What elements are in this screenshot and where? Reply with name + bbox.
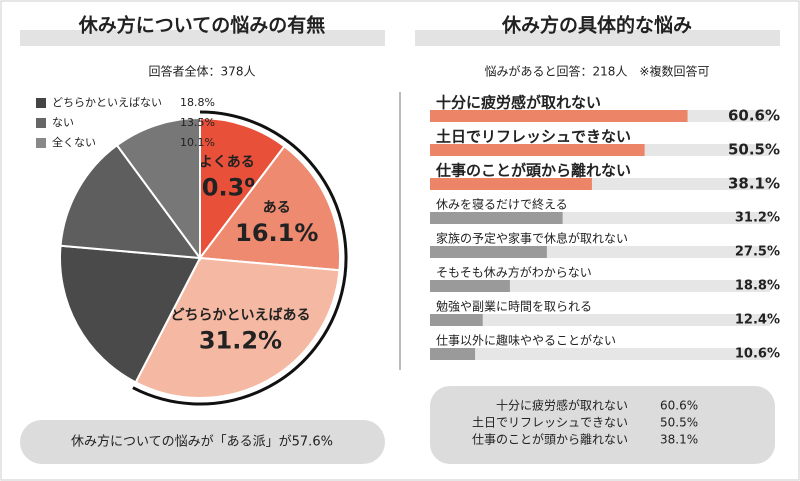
pie-slice xyxy=(59,143,203,260)
bar-track xyxy=(430,348,770,360)
bar-label: 勉強や副業に時間を取られる xyxy=(436,300,592,314)
slice-value: 16.1% xyxy=(235,219,318,247)
legend-label: 全くない xyxy=(52,135,96,149)
subtitle: 回答者全体：378人 xyxy=(149,64,256,79)
note-pill xyxy=(20,420,385,464)
pie-slice xyxy=(199,116,286,261)
bar-label: 土日でリフレッシュできない xyxy=(436,128,631,146)
bar-value: 31.2% xyxy=(735,211,780,226)
highlight-arc xyxy=(132,110,348,406)
bar-value: 27.5% xyxy=(735,245,780,260)
bar xyxy=(430,314,483,326)
bar-value: 12.4% xyxy=(735,313,780,328)
pie-slice xyxy=(134,256,341,399)
chart-title: 休み方についての悩みの有無 xyxy=(78,14,325,37)
legend-label: ない xyxy=(52,116,74,129)
slice-label: どちらかといえばある xyxy=(170,308,310,324)
bar-value: 60.6% xyxy=(728,107,780,125)
bar xyxy=(430,144,645,156)
bar-label: 休みを寝るだけで終える xyxy=(436,197,568,212)
bar-value: 38.1% xyxy=(728,175,780,193)
bar xyxy=(430,280,510,292)
slice-value: 31.2% xyxy=(199,327,282,355)
bar xyxy=(430,110,688,122)
title-band xyxy=(415,30,780,46)
legend-label: どちらかといえばない xyxy=(52,96,162,109)
bar-label: そもそも休み方がわからない xyxy=(436,265,592,280)
legend-value: 13.5% xyxy=(180,116,215,129)
subtitle: 悩みがあると回答：218人 ※複数回答可 xyxy=(485,64,710,79)
legend-swatch xyxy=(36,138,46,148)
summary-value: 50.5% xyxy=(660,416,698,430)
bar-track xyxy=(430,280,770,292)
legend-value: 10.1% xyxy=(180,136,215,149)
bar xyxy=(430,348,476,360)
bar-value: 18.8% xyxy=(735,279,780,294)
summary-label: 十分に疲労感が取れない xyxy=(496,398,628,413)
summary-label: 仕事のことが頭から離れない xyxy=(472,432,628,447)
bar xyxy=(430,246,547,258)
title-band xyxy=(20,30,385,46)
bar-value: 50.5% xyxy=(728,141,780,159)
bar-label: 仕事のことが頭から離れない xyxy=(435,162,631,180)
slice-label: ある xyxy=(263,200,291,216)
note: 休み方についての悩みが「ある派」が57.6% xyxy=(71,434,333,450)
legend-swatch xyxy=(36,98,46,108)
bar-value: 10.6% xyxy=(735,347,780,362)
bar-label: 十分に疲労感が取れない xyxy=(436,94,601,112)
legend-value: 18.8% xyxy=(180,96,215,109)
pie-slice xyxy=(198,144,341,272)
bar xyxy=(430,212,563,224)
bar-label: 家族の予定や家事で休息が取れない xyxy=(436,231,628,246)
summary-box xyxy=(430,386,775,464)
bar xyxy=(430,178,592,190)
summary-value: 60.6% xyxy=(660,399,698,413)
slice-label: よくある xyxy=(199,154,255,170)
summary-value: 38.1% xyxy=(660,433,698,447)
bar-track xyxy=(430,314,770,326)
chart-title: 休み方の具体的な悩み xyxy=(501,14,692,37)
pie-slice xyxy=(59,244,202,384)
pie-slice xyxy=(115,116,201,262)
summary-label: 土日でリフレッシュできない xyxy=(472,416,628,430)
legend-swatch xyxy=(36,118,46,128)
bar-label: 仕事以外に趣味ややることがない xyxy=(436,333,616,348)
